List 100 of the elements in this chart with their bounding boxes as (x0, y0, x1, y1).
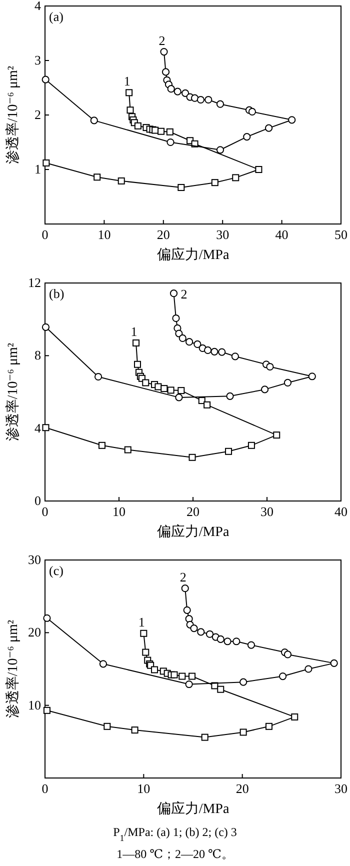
point (94, 174, 101, 181)
point (166, 128, 174, 136)
x-tick-label: 30 (216, 227, 230, 242)
point (260, 386, 269, 394)
point (217, 686, 224, 693)
chart-title: (a) (49, 9, 64, 24)
point (190, 624, 198, 632)
point (42, 323, 50, 331)
point (248, 108, 256, 116)
y-axis-title: 渗透率/10⁻⁶ μm² (5, 620, 21, 718)
point (181, 584, 189, 592)
point (188, 672, 196, 680)
point (201, 734, 208, 741)
point (126, 89, 133, 96)
point (183, 606, 191, 614)
point (204, 401, 211, 408)
series-label: 1 (138, 614, 145, 630)
y-tick-label: 2 (34, 107, 41, 122)
point (216, 635, 224, 644)
point (225, 448, 232, 455)
series-label: 2 (158, 32, 166, 48)
point (140, 630, 148, 637)
point (104, 722, 111, 730)
y-tick-label: 3 (34, 52, 41, 68)
point (284, 378, 292, 387)
point (43, 614, 51, 622)
point (204, 346, 212, 354)
point (167, 85, 175, 93)
point (330, 659, 338, 667)
point (170, 290, 178, 298)
series-label: 2 (180, 286, 188, 302)
point (240, 728, 247, 736)
point (186, 338, 194, 346)
point (247, 641, 256, 649)
point (178, 672, 186, 680)
y-tick-label: 8 (34, 348, 41, 363)
point (196, 96, 204, 104)
y-tick-label: 20 (28, 624, 41, 640)
point (99, 660, 108, 668)
point (216, 100, 224, 108)
point (188, 454, 196, 461)
point (131, 726, 138, 734)
point (124, 446, 132, 454)
y-axis-title: 渗透率/10⁻⁶ μm² (5, 66, 21, 164)
x-tick-label: 50 (334, 227, 348, 242)
point (172, 314, 180, 322)
point (182, 89, 190, 97)
point (226, 392, 234, 400)
point (90, 116, 98, 124)
x-tick-label: 30 (334, 781, 348, 796)
point (308, 372, 316, 380)
point (211, 179, 218, 186)
point (118, 177, 125, 184)
point (178, 334, 186, 342)
point (197, 628, 205, 636)
point (152, 126, 159, 134)
x-tick-label: 20 (236, 781, 249, 796)
chart-title: (c) (49, 563, 64, 578)
point (178, 184, 185, 191)
x-tick-label: 20 (186, 504, 200, 519)
y-tick-label: 4 (34, 0, 42, 13)
point (132, 339, 140, 346)
point (284, 650, 292, 658)
x-axis-title: 偏应力/MPa (156, 801, 230, 817)
point (273, 432, 280, 439)
y-axis-title: 渗透率/10⁻⁶ μm² (5, 342, 21, 442)
point (126, 106, 134, 114)
point (94, 372, 102, 381)
point (142, 379, 150, 386)
point (178, 387, 185, 394)
series-label: 1 (124, 74, 130, 89)
x-axis-title: 偏应力/MPa (156, 247, 230, 263)
point (304, 665, 312, 673)
point (174, 88, 182, 96)
point (240, 678, 248, 686)
point (206, 630, 214, 638)
point (154, 383, 162, 390)
point (162, 68, 170, 76)
point (255, 166, 262, 173)
point (42, 76, 50, 84)
point (190, 94, 199, 102)
point (224, 638, 232, 646)
y-tick-label: 12 (28, 275, 41, 290)
point (151, 666, 158, 674)
x-axis-title: 偏应力/MPa (156, 524, 230, 540)
point (248, 442, 255, 449)
x-tick-label: 40 (334, 504, 348, 519)
point (210, 348, 218, 356)
point (216, 146, 224, 154)
point (170, 671, 178, 678)
point (166, 138, 174, 146)
point (98, 442, 106, 449)
x-tick-label: 20 (156, 227, 170, 242)
y-tick-label: 10 (28, 697, 41, 712)
x-tick-label: 10 (137, 781, 150, 796)
series-label: 2 (180, 569, 186, 584)
point (167, 386, 174, 394)
point (265, 722, 272, 730)
point (185, 680, 193, 688)
point (194, 340, 202, 348)
